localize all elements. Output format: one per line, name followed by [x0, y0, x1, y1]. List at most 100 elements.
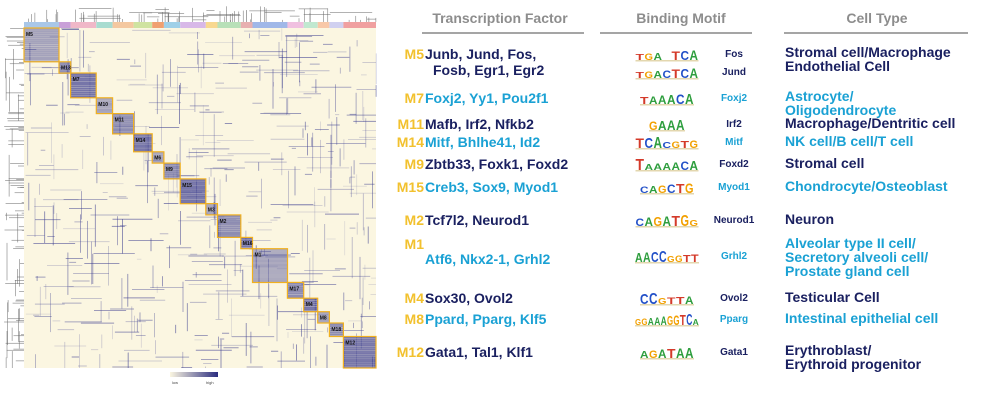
heatmap-cell [69, 208, 92, 209]
transcription-factors: Foxj2, Yy1, Pou2f1 [425, 90, 625, 106]
heatmap-cell [189, 105, 209, 107]
heatmap-cell [246, 366, 263, 368]
heatmap-cell [311, 86, 352, 88]
heatmap-cell [199, 112, 222, 113]
cell-type: Neuron [785, 212, 985, 226]
heatmap-cell [268, 284, 270, 326]
heatmap-cell [162, 276, 163, 287]
heatmap-cell [177, 254, 208, 256]
heatmap-cell [263, 112, 288, 114]
heatmap-cell [191, 261, 223, 262]
heatmap-cell [203, 253, 226, 255]
heatmap-cell [110, 140, 112, 160]
motif-letter: A [654, 52, 663, 62]
heatmap-cell [179, 82, 181, 94]
heatmap-cell [309, 63, 320, 65]
heatmap-cell [176, 175, 195, 177]
heatmap-cell [359, 136, 376, 138]
motif-letter: A [654, 162, 663, 172]
motif-name: Foxj2 [720, 93, 748, 104]
module-block-texture [59, 63, 71, 65]
heatmap-cell [205, 109, 210, 111]
motif-letter: C [651, 249, 659, 264]
heatmap-cell [65, 258, 83, 259]
heatmap-cell [287, 98, 289, 114]
heatmap-cell [336, 56, 350, 58]
tf-line: Zbtb33, Foxk1, Foxd2 [425, 156, 569, 172]
heatmap-cell [118, 360, 162, 362]
heatmap-cell [296, 33, 298, 47]
module-block-texture [180, 180, 206, 182]
module-block-texture [24, 30, 59, 31]
module-block-texture [252, 252, 288, 254]
cell-type: Alveolar type II cell/Secretory alveoli … [785, 236, 985, 278]
module-block-outline [179, 178, 207, 205]
module-block-texture [303, 302, 318, 303]
heatmap-cell [34, 198, 36, 237]
motif-baseline [640, 193, 694, 195]
heatmap-cell [328, 98, 330, 119]
heatmap-cell [217, 159, 232, 161]
module-block-texture [287, 286, 304, 287]
motif-letter: G [658, 184, 667, 195]
heatmap-cell [270, 204, 314, 205]
heatmap-cell [294, 166, 296, 196]
heatmap-module-label: M12 [345, 341, 355, 347]
heatmap-cell [150, 238, 152, 252]
heatmap-module-label: M18 [331, 327, 341, 333]
module-block-outline [23, 27, 60, 63]
heatmap-cell [360, 313, 362, 349]
motif-letter: C [649, 291, 658, 306]
heatmap-cell [315, 79, 317, 93]
module-block-texture [252, 256, 288, 258]
heatmap-cell [213, 114, 215, 157]
heatmap-cell [291, 147, 296, 149]
heatmap-cell [117, 216, 118, 246]
motif-baseline [640, 104, 694, 106]
heatmap-cell [132, 29, 171, 31]
heatmap-cell [220, 339, 222, 368]
heatmap-cell [232, 36, 234, 60]
heatmap-cell [361, 74, 367, 76]
heatmap-cell [170, 59, 171, 87]
heatmap-cell [154, 187, 156, 196]
heatmap-cell [320, 139, 321, 174]
heatmap-cell [246, 195, 258, 197]
header-line-cell [784, 32, 968, 34]
heatmap-cell [335, 330, 364, 331]
module-block-outline [58, 61, 72, 74]
heatmap-cell [125, 321, 146, 323]
module-block-texture [252, 278, 288, 280]
heatmap-cell [362, 130, 376, 131]
module-block-texture [252, 274, 288, 276]
heatmap-cell [349, 227, 356, 229]
module-block-texture [163, 175, 181, 176]
module-block-texture [24, 46, 59, 47]
heatmap-cell [99, 354, 101, 368]
motif-letter: A [658, 93, 667, 106]
heatmap-cell [270, 138, 305, 140]
module-block-texture [252, 264, 288, 266]
motif-letter: C [676, 91, 685, 106]
heatmap-cell [136, 318, 138, 333]
module-block-texture [180, 190, 206, 192]
heatmap-cell [218, 336, 219, 349]
tf-line: Sox30, Ovol2 [425, 290, 513, 306]
heatmap-cell [286, 98, 287, 115]
heatmap-cell [112, 218, 153, 220]
heatmap-cell [72, 280, 90, 282]
transcription-factors: Creb3, Sox9, Myod1 [425, 179, 625, 195]
heatmap-cell [65, 111, 84, 113]
heatmap-cell [203, 293, 247, 295]
heatmap-cell [244, 51, 287, 53]
heatmap-cell [34, 303, 65, 305]
heatmap-cell [227, 269, 228, 303]
tf-line: Atf6, Nkx2-1, Grhl2 [425, 251, 551, 267]
heatmap-cell [28, 182, 30, 211]
motif-letter: G [681, 213, 690, 228]
module-block-texture [329, 329, 344, 330]
heatmap-cell [195, 135, 224, 136]
heatmap-cell [242, 269, 244, 297]
